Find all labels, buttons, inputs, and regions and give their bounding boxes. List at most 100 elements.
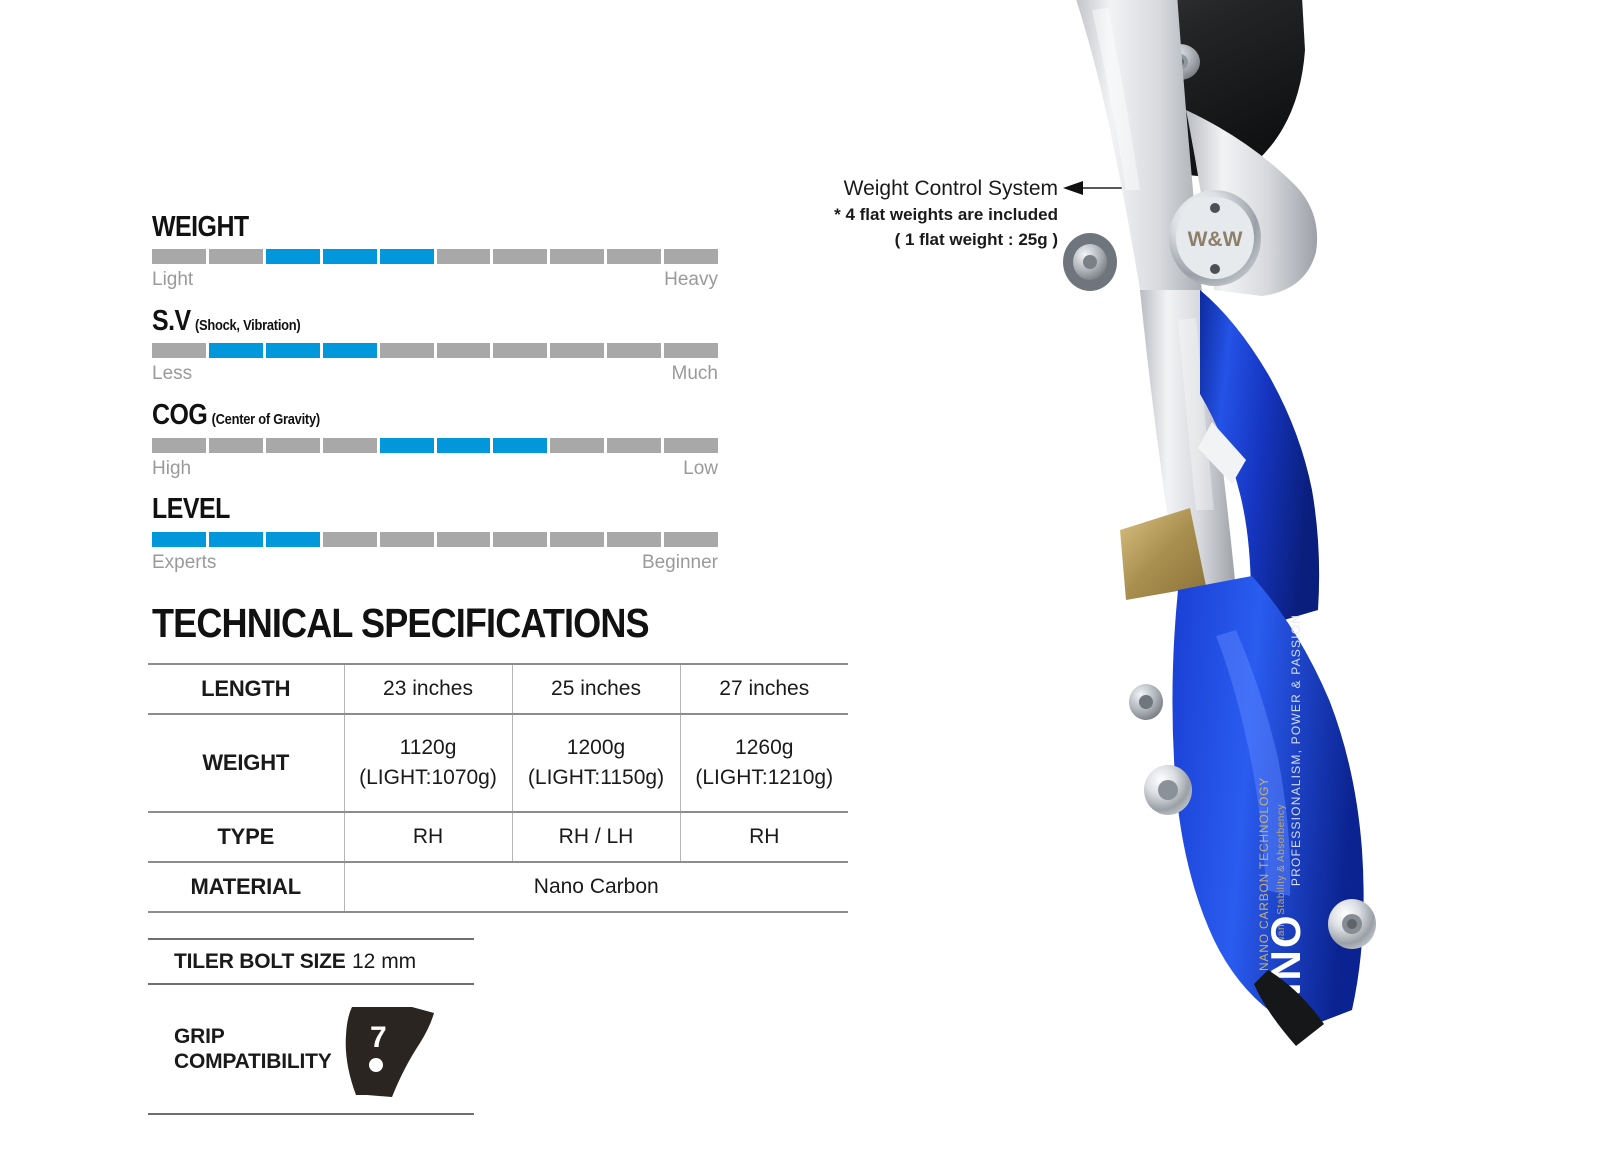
row-label-material: MATERIAL — [148, 861, 344, 913]
row-label-length: LENGTH — [148, 663, 344, 715]
scale-left-label: Less — [152, 363, 193, 385]
scale-left-label: High — [152, 457, 192, 479]
level-meter-scale: Experts Beginner — [152, 550, 718, 577]
level-meter: LEVEL Experts Beginner — [152, 494, 719, 577]
white-chevron-stripe — [1198, 422, 1246, 484]
level-meter-title: LEVEL — [152, 494, 639, 524]
meter-segment — [152, 249, 206, 265]
meter-segment — [436, 531, 491, 547]
brand-disc-label: W&W — [1188, 228, 1243, 251]
level-meter-bar — [152, 531, 719, 547]
grip-label-line-2: COMPATIBILITY — [174, 1050, 332, 1074]
callout-note-1: * 4 flat weights are included — [834, 205, 1058, 225]
meter-segment — [493, 249, 548, 265]
meter-segment — [550, 249, 605, 265]
meter-segment — [208, 437, 263, 453]
additional-specs-table: TILER BOLT SIZE 12 mm GRIP COMPATIBILITY… — [148, 937, 474, 1116]
meter-segment — [208, 343, 263, 359]
sv-meter: S.V (Shock, Vibration) Less Much — [152, 306, 719, 388]
meter-segment — [322, 343, 377, 359]
type-25: RH / LH — [511, 811, 680, 863]
weight-meter-title: WEIGHT — [152, 212, 639, 242]
meter-segment — [607, 343, 662, 359]
callout-note-2: ( 1 flat weight : 25g ) — [894, 229, 1058, 249]
riser-blue-body — [1172, 290, 1364, 1030]
table-row: TYPE RH RH / LH RH — [148, 811, 848, 863]
grip-label-line-1: GRIP — [174, 1025, 225, 1048]
meter-segment — [493, 343, 548, 359]
meter-segment — [436, 249, 491, 265]
weight-meter-scale: Light Heavy — [152, 267, 718, 294]
scale-right-label: Beginner — [641, 551, 718, 573]
meter-segment — [265, 343, 320, 359]
cog-meter-title-text: COG — [152, 399, 208, 432]
scale-right-label: Heavy — [664, 269, 718, 291]
tiler-bolt-size-label: TILER BOLT SIZE — [148, 937, 346, 986]
meter-segment — [550, 531, 605, 547]
meter-segment — [379, 343, 434, 359]
table-row: LENGTH 23 inches 25 inches 27 inches — [148, 663, 848, 715]
meter-segment — [265, 531, 320, 547]
sv-meter-title: S.V (Shock, Vibration) — [152, 306, 639, 336]
bow-riser-photo: W&W PROFESSIONALISM, POWER & PASSION NA — [1063, 0, 1376, 1046]
sv-meter-scale: Less Much — [152, 361, 718, 388]
meter-segment — [379, 531, 434, 547]
weight-meter-bar — [152, 249, 719, 265]
meter-segment — [550, 343, 605, 359]
weight-meter-title-text: WEIGHT — [152, 211, 249, 243]
technical-specifications-heading: TECHNICAL SPECIFICATIONS — [152, 600, 650, 646]
sv-meter-title-text: S.V — [152, 305, 191, 338]
meter-segment — [493, 531, 548, 547]
row-label-type: TYPE — [148, 811, 344, 863]
scale-left-label: Light — [152, 269, 194, 291]
type-23: RH — [343, 811, 512, 863]
meter-segment — [208, 249, 263, 265]
row-label-weight: WEIGHT — [148, 714, 344, 813]
meter-segment — [607, 437, 662, 453]
meter-segment — [152, 531, 206, 547]
meter-segment — [265, 249, 320, 265]
tiler-bolt-size-value: 12 mm — [346, 937, 474, 986]
meter-segment — [607, 531, 662, 547]
grip-shape-icon: 7 — [345, 1007, 434, 1098]
grip-icon-number: 7 — [370, 1021, 387, 1054]
type-27: RH — [679, 811, 848, 863]
side-bolt-upper — [1063, 233, 1117, 291]
scale-right-label: Much — [671, 363, 718, 385]
gold-accent-wedge — [1120, 508, 1206, 600]
length-23: 23 inches — [343, 663, 512, 715]
meter-segment — [550, 437, 605, 453]
length-27: 27 inches — [679, 663, 848, 715]
scale-right-label: Low — [683, 457, 718, 479]
weight-25-primary: 1200g — [566, 736, 626, 759]
weight-control-disc: W&W — [1169, 190, 1261, 286]
meter-segment — [379, 249, 434, 265]
table-row: WEIGHT 1120g (LIGHT:1070g) 1200g (LIGHT:… — [148, 714, 848, 813]
weight-27-primary: 1260g — [735, 736, 794, 759]
table-row: TILER BOLT SIZE 12 mm — [148, 937, 474, 986]
grip-icon-wrapper: 7 — [345, 999, 474, 1099]
meter-segment — [208, 531, 263, 547]
weight-meter: WEIGHT Light Heavy — [152, 212, 719, 294]
cog-meter-bar — [152, 437, 719, 453]
meter-segment — [664, 531, 719, 547]
weight-27-light: (LIGHT:1210g) — [695, 765, 834, 789]
cog-meter-subtitle: (Center of Gravity) — [211, 411, 321, 429]
sv-meter-bar — [152, 343, 719, 359]
meter-segment — [664, 343, 719, 359]
meter-segment — [152, 437, 206, 453]
level-meter-subtitle — [230, 505, 234, 522]
meter-segment — [379, 437, 434, 453]
meter-segment — [664, 437, 719, 453]
bolt-cluster-lower — [1129, 684, 1376, 949]
meter-segment — [607, 249, 662, 265]
meter-segment — [322, 531, 377, 547]
meter-segment — [322, 437, 377, 453]
weight-control-callout: Weight Control System * 4 flat weights a… — [818, 175, 1058, 253]
weight-23-primary: 1120g — [399, 736, 457, 759]
level-meter-title-text: LEVEL — [152, 493, 230, 526]
meter-segment — [493, 437, 548, 453]
meter-segment — [436, 343, 491, 359]
lower-limb-slot — [1254, 970, 1324, 1046]
weight-23: 1120g (LIGHT:1070g) — [343, 714, 512, 813]
